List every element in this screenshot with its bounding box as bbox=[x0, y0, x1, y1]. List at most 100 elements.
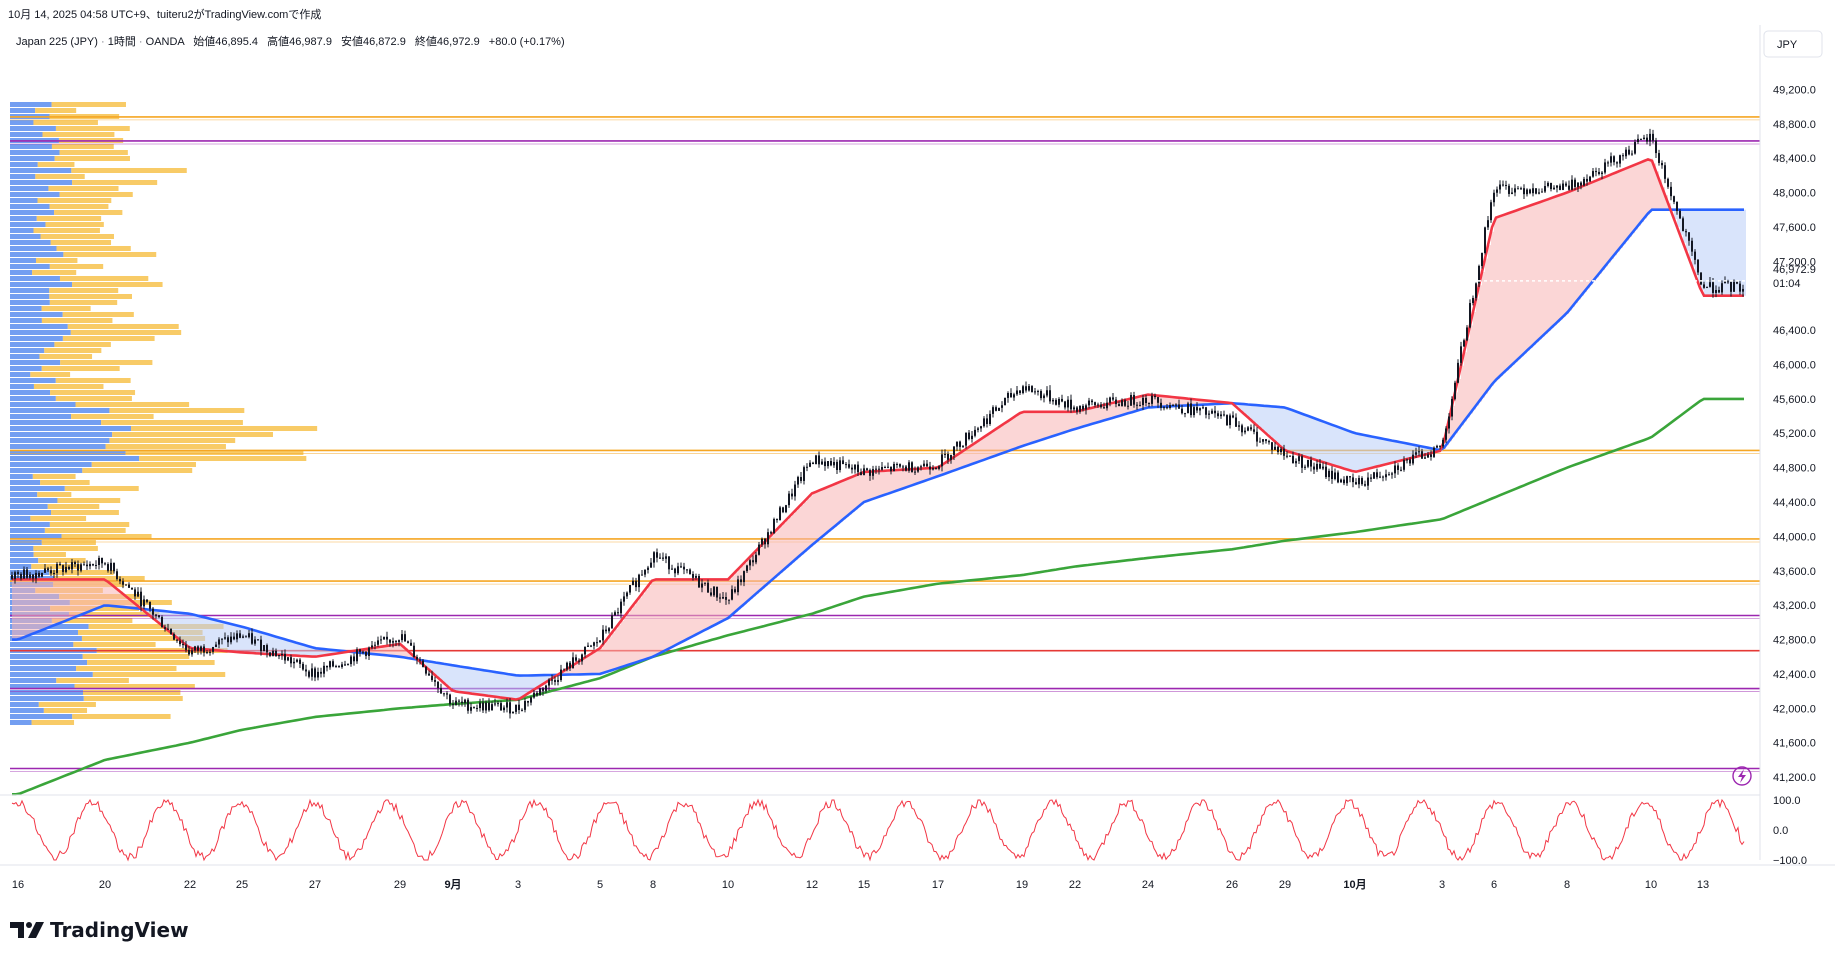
volume-profile-bar bbox=[33, 228, 100, 233]
ma-fill-slice bbox=[108, 581, 111, 606]
candle-body bbox=[965, 432, 967, 446]
price-tick-label: 49,200.0 bbox=[1773, 84, 1816, 96]
ma-fill-slice bbox=[1734, 209, 1737, 296]
candle-body bbox=[974, 429, 976, 436]
candle-body bbox=[1334, 472, 1336, 480]
volume-profile-bar bbox=[47, 504, 100, 509]
candle-body bbox=[98, 557, 100, 565]
candle-body bbox=[1487, 220, 1489, 228]
candle-body bbox=[800, 477, 802, 481]
ma-fill-slice bbox=[1131, 398, 1134, 413]
candle-body bbox=[1634, 142, 1636, 154]
ma-fill-slice bbox=[753, 553, 756, 597]
ma-fill-slice bbox=[1698, 209, 1701, 283]
candle-body bbox=[872, 469, 874, 476]
ma-fill-slice bbox=[576, 663, 579, 675]
volume-profile-bar bbox=[10, 546, 34, 551]
candle-body bbox=[728, 599, 730, 601]
price-tick-label: 45,600.0 bbox=[1773, 394, 1816, 406]
volume-profile-bar bbox=[10, 270, 33, 275]
candle-body bbox=[689, 569, 691, 574]
ma-fill-slice bbox=[1554, 197, 1557, 326]
candle-body bbox=[1355, 482, 1357, 485]
candle-body bbox=[1424, 457, 1426, 459]
candle-body bbox=[185, 644, 187, 650]
volume-profile-bar bbox=[49, 288, 119, 293]
ma-fill-slice bbox=[1341, 428, 1344, 468]
candle-body bbox=[1466, 327, 1468, 341]
candle-body bbox=[131, 587, 133, 590]
ma-fill-slice bbox=[639, 597, 642, 662]
volume-profile-bar bbox=[36, 216, 102, 221]
ma-fill-slice bbox=[1419, 445, 1422, 457]
candle-body bbox=[251, 633, 253, 644]
candle-body bbox=[1628, 149, 1630, 155]
candle-body bbox=[1265, 439, 1267, 442]
ma-fill-slice bbox=[36, 579, 39, 633]
candle-body bbox=[443, 693, 445, 695]
ma-fill-slice bbox=[546, 675, 549, 683]
ma-fill-slice bbox=[1071, 411, 1074, 431]
candle-body bbox=[377, 640, 379, 645]
volume-profile-bar bbox=[10, 408, 110, 413]
candle-body bbox=[1724, 281, 1726, 284]
ma-fill-slice bbox=[1068, 411, 1071, 432]
volume-profile-bar bbox=[74, 684, 195, 689]
lightning-icon[interactable] bbox=[1732, 766, 1752, 786]
volume-profile-bar bbox=[10, 336, 63, 341]
ma-fill-slice bbox=[675, 579, 678, 646]
ma-fill-slice bbox=[984, 437, 987, 460]
ma-fill-slice bbox=[933, 467, 936, 478]
candle-body bbox=[491, 704, 493, 711]
candle-body bbox=[884, 466, 886, 468]
candle-body bbox=[821, 461, 823, 465]
ma-fill-slice bbox=[939, 466, 942, 476]
ma-fill-slice bbox=[252, 629, 255, 654]
price-tick-label: 48,800.0 bbox=[1773, 119, 1816, 131]
candle-body bbox=[482, 702, 484, 711]
volume-profile-bar bbox=[33, 552, 66, 557]
currency-button[interactable]: JPY bbox=[1763, 30, 1823, 58]
candle-body bbox=[1394, 465, 1396, 474]
candle-body bbox=[608, 628, 610, 632]
candle-body bbox=[1535, 188, 1537, 194]
volume-profile-bar bbox=[10, 150, 60, 155]
candle-body bbox=[470, 707, 472, 711]
candle-body bbox=[413, 645, 415, 657]
ma-fill-slice bbox=[1242, 403, 1245, 413]
candle-body bbox=[1163, 407, 1165, 409]
ma-fill-slice bbox=[276, 636, 279, 655]
ma-fill-slice bbox=[12, 579, 15, 640]
candle-body bbox=[1235, 417, 1237, 427]
ma-fill-slice bbox=[408, 650, 411, 659]
ma-fill-slice bbox=[612, 632, 615, 671]
candle-body bbox=[233, 636, 235, 640]
volume-profile-bar bbox=[10, 450, 126, 455]
price-tick-label: 41,600.0 bbox=[1773, 738, 1816, 750]
price-tick-label: 42,400.0 bbox=[1773, 669, 1816, 681]
candle-body bbox=[842, 460, 844, 465]
candle-body bbox=[854, 464, 856, 470]
ma-fill-slice bbox=[315, 648, 318, 657]
candle-body bbox=[770, 532, 772, 534]
candle-body bbox=[1028, 386, 1030, 391]
tradingview-logo[interactable]: TradingView bbox=[10, 918, 189, 942]
candle-body bbox=[1247, 427, 1249, 431]
candle-body bbox=[650, 562, 652, 568]
ma-fill-slice bbox=[30, 579, 33, 635]
candle-body bbox=[1319, 463, 1321, 469]
candle-body bbox=[1370, 477, 1372, 479]
candle-body bbox=[938, 466, 940, 469]
candle-body bbox=[1481, 253, 1483, 266]
ma-fill-slice bbox=[930, 468, 933, 480]
ma-fill-slice bbox=[282, 638, 285, 655]
candle-body bbox=[860, 472, 862, 476]
candle-body bbox=[74, 562, 76, 565]
ma-fill-slice bbox=[1632, 165, 1635, 234]
ma-fill-slice bbox=[270, 634, 273, 655]
candle-body bbox=[332, 661, 334, 667]
candle-body bbox=[1346, 476, 1348, 484]
ma-fill-slice bbox=[1704, 209, 1707, 296]
ma-fill-slice bbox=[441, 663, 444, 681]
